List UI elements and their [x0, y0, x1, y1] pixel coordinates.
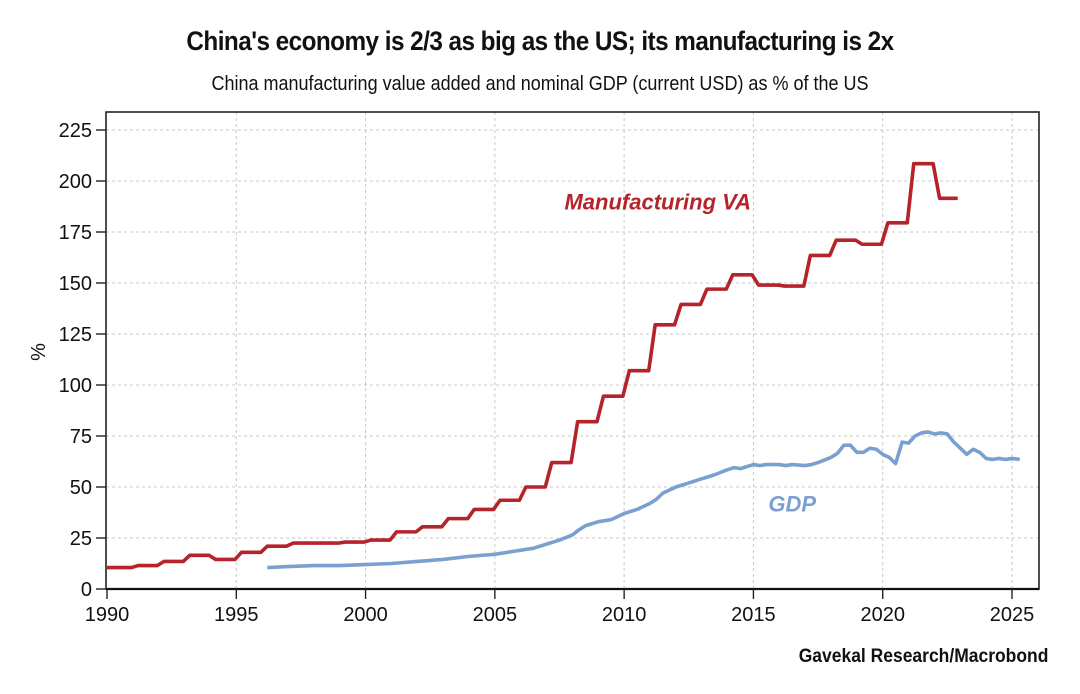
y-tick-label: 150	[59, 273, 92, 295]
plot-frame	[105, 111, 1040, 590]
series-line-manufacturing-va	[107, 161, 958, 570]
x-tick-label: 1990	[85, 604, 130, 626]
x-tick-label: 2020	[860, 604, 905, 626]
y-tick-label: 225	[59, 120, 92, 142]
annotation-manufacturing-va: Manufacturing VA	[564, 190, 751, 215]
y-tick-label: 200	[59, 171, 92, 193]
x-tick-label: 1995	[214, 604, 259, 626]
y-tick-label: 75	[70, 426, 92, 448]
chart-title: China's economy is 2/3 as big as the US;…	[186, 26, 894, 56]
chart-subtitle: China manufacturing value added and nomi…	[211, 73, 869, 95]
source-credit: Gavekal Research/Macrobond	[798, 646, 1048, 667]
y-tick-label: 50	[70, 477, 92, 499]
y-axis: 0 25 50 75 100 125 150 175 200 225	[59, 120, 106, 601]
series-line-gdp	[267, 430, 1020, 570]
x-tick-label: 2015	[731, 604, 776, 626]
grid-lines	[106, 112, 1039, 589]
x-tick-label: 2025	[990, 604, 1035, 626]
series-group	[107, 161, 1020, 570]
annotations: Manufacturing VA GDP	[564, 190, 816, 517]
y-tick-label: 175	[59, 222, 92, 244]
y-tick-label: 25	[70, 528, 92, 550]
x-tick-label: 2005	[473, 604, 518, 626]
x-axis: 1990 1995 2000 2005 2010 2015 2020 2025	[85, 589, 1035, 626]
annotation-gdp: GDP	[768, 491, 816, 516]
y-tick-label: 125	[59, 324, 92, 346]
y-axis-label: %	[28, 343, 50, 361]
x-tick-label: 2010	[602, 604, 647, 626]
y-tick-label: 0	[81, 579, 92, 601]
x-tick-label: 2000	[343, 604, 388, 626]
y-tick-label: 100	[59, 375, 92, 397]
